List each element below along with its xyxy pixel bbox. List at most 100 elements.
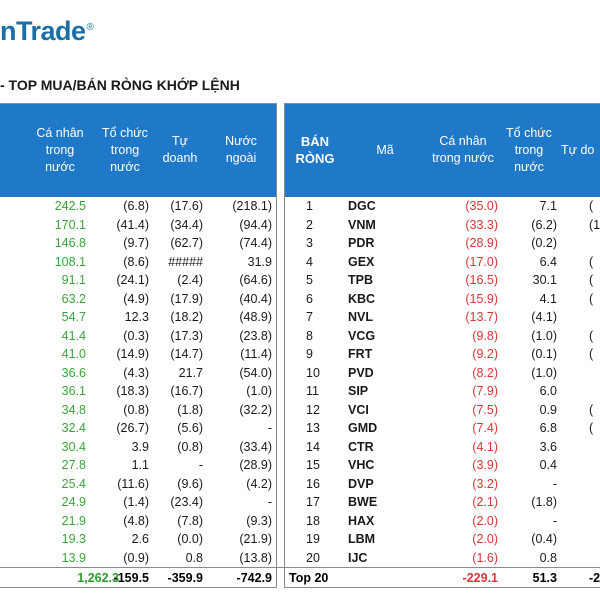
stock-code: BWE: [348, 495, 378, 509]
stock-code: FRT: [348, 347, 373, 361]
right-institution-cell: (1.8): [531, 495, 557, 509]
stock-code: GEX: [348, 254, 375, 269]
left-cell: (32.2): [239, 402, 272, 417]
rank-cell: 8: [306, 328, 313, 343]
right-individual-cell: (35.0): [465, 199, 498, 213]
total-proprietary: -359.9: [167, 571, 203, 585]
table-row: 36.6 (4.3) 21.7 (54.0) 10 PVD (8.2) (1.0): [0, 364, 600, 383]
left-cell: (7.8): [177, 513, 203, 528]
right-individual-cell: (2.1): [472, 495, 498, 509]
left-cell: (0.8): [123, 402, 149, 417]
right-institution-cell: 6.4: [539, 254, 557, 269]
right-individual-cell: (2.0): [472, 513, 498, 528]
right-institution-cell: (0.4): [531, 532, 557, 546]
rank-cell: 5: [306, 273, 313, 287]
left-cell: (24.1): [116, 273, 149, 287]
table-row: 24.9 (1.4) (23.4) - 17 BWE (2.1) (1.8): [0, 493, 600, 512]
rank-cell: 12: [306, 402, 320, 417]
rank-cell: 2: [306, 217, 313, 232]
totals-row: 1,262.3 -159.5 -359.9 -742.9 Top 20 -229…: [0, 567, 600, 588]
rank-cell: 18: [306, 513, 320, 528]
brand-logo: nTrade®: [0, 16, 94, 46]
right-institution-cell: 0.8: [539, 550, 557, 565]
rank-cell: 14: [306, 439, 320, 454]
left-cell: (4.8): [123, 513, 149, 528]
right-institution-cell: (1.0): [531, 328, 557, 343]
left-cell: (41.4): [116, 217, 149, 232]
right-individual-cell: (7.9): [472, 384, 498, 398]
left-cell: 108.1: [54, 254, 86, 269]
rank-cell: 19: [306, 532, 320, 546]
left-cell: 21.9: [61, 513, 86, 528]
table-row: 34.8 (0.8) (1.8) (32.2) 12 VCI (7.5) 0.9 (: [0, 401, 600, 420]
table-row: 27.8 1.1 - (28.9) 15 VHC (3.9) 0.4: [0, 456, 600, 475]
left-cell: (23.8): [239, 328, 272, 343]
left-cell: (0.8): [177, 439, 203, 454]
right-individual-cell: (7.5): [472, 402, 498, 417]
right-individual-cell: (17.0): [465, 254, 498, 269]
left-cell: 19.3: [61, 532, 86, 546]
left-cell: (48.9): [239, 310, 272, 324]
stock-code: PVD: [348, 365, 374, 380]
left-cell: -: [267, 421, 272, 435]
left-cell: (11.4): [240, 347, 272, 361]
left-cell: 34.8: [61, 402, 86, 417]
left-cell: (62.7): [170, 236, 203, 250]
right-individual-cell: (3.9): [472, 458, 498, 472]
rank-cell: 13: [306, 421, 320, 435]
left-cell: (13.8): [239, 550, 272, 565]
rank-cell: 16: [306, 476, 320, 491]
left-cell: (0.3): [123, 328, 149, 343]
rank-cell: 7: [306, 310, 313, 324]
rank-cell: 17: [306, 495, 320, 509]
table-row: 63.2 (4.9) (17.9) (40.4) 6 KBC (15.9) 4.1 (: [0, 290, 600, 309]
stock-code: VCG: [348, 328, 376, 343]
left-cell: (9.6): [177, 476, 203, 491]
left-cell: (9.7): [123, 236, 149, 250]
table-row: 19.3 2.6 (0.0) (21.9) 19 LBM (2.0) (0.4): [0, 530, 600, 549]
left-cell: (64.6): [239, 273, 272, 287]
left-cell: 54.7: [61, 310, 86, 324]
left-cell: 41.0: [61, 347, 86, 361]
header-proprietary: Tự doanh: [162, 134, 198, 165]
right-institution-cell: (0.2): [531, 236, 557, 250]
stock-code: PDR: [348, 236, 375, 250]
left-cell: 31.9: [247, 254, 272, 269]
left-cell: (218.1): [232, 199, 272, 213]
left-cell: (14.7): [170, 347, 203, 361]
stock-code: LBM: [348, 532, 376, 546]
total-right-proprietary: -2: [589, 571, 600, 585]
stock-code: VHC: [348, 458, 375, 472]
right-table-header: BÁN RÒNG Mã Cá nhân trong nước Tổ chức t…: [285, 103, 600, 197]
right-proprietary-cell: (: [589, 291, 594, 306]
table-row: 25.4 (11.6) (9.6) (4.2) 16 DVP (3.2) -: [0, 475, 600, 494]
right-institution-cell: 6.0: [539, 384, 557, 398]
right-proprietary-cell: (: [589, 421, 594, 435]
total-right-institution: 51.3: [532, 571, 557, 585]
left-cell: 13.9: [61, 550, 86, 565]
rank-cell: 15: [306, 458, 320, 472]
header-institution: Tổ chức trong nước: [506, 125, 552, 174]
left-cell: (4.2): [246, 476, 272, 491]
rank-cell: 6: [306, 291, 313, 306]
stock-code: VNM: [348, 217, 376, 232]
table-row: 54.7 12.3 (18.2) (48.9) 7 NVL (13.7) (4.1): [0, 308, 600, 327]
right-institution-cell: (1.0): [531, 365, 557, 380]
right-institution-cell: 7.1: [539, 199, 557, 213]
rank-cell: 10: [306, 365, 320, 380]
left-cell: 146.8: [54, 236, 86, 250]
stock-code: NVL: [348, 310, 373, 324]
left-cell: (14.9): [116, 347, 149, 361]
table-row: 32.4 (26.7) (5.6) - 13 GMD (7.4) 6.8 (: [0, 419, 600, 438]
right-institution-cell: -: [552, 513, 557, 528]
header-institution: Tổ chức trong nước: [102, 125, 148, 174]
rank-cell: 3: [306, 236, 313, 250]
header-code: Mã: [376, 142, 394, 157]
left-cell: 21.7: [178, 365, 203, 380]
stock-code: IJC: [348, 550, 368, 565]
total-individual: 1,262.3: [77, 571, 119, 585]
left-cell: (40.4): [239, 291, 272, 306]
right-institution-cell: 3.6: [539, 439, 557, 454]
header-net-sell: BÁN RÒNG: [295, 134, 335, 166]
page-title: - TOP MUA/BÁN RÒNG KHỚP LỆNH: [0, 77, 240, 93]
